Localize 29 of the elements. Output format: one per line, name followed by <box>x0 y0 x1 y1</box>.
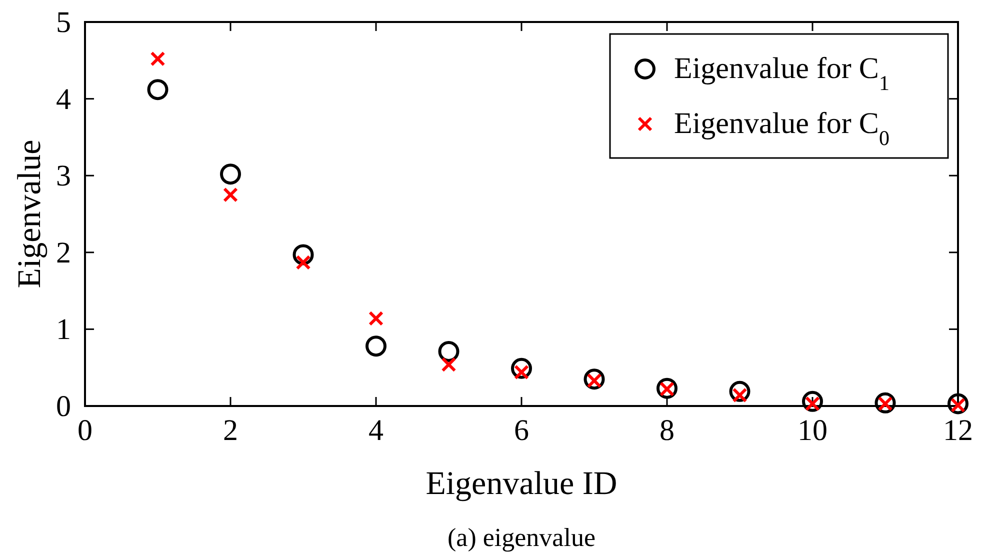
point <box>948 393 968 414</box>
y-tick-label: 4 <box>56 82 71 116</box>
point <box>368 310 384 326</box>
x-tick-label: 2 <box>223 414 238 447</box>
y-tick-label: 0 <box>56 390 71 423</box>
y-tick-label: 1 <box>56 313 71 346</box>
y-tick-label: 2 <box>56 236 71 270</box>
y-tick-label: 3 <box>56 160 71 193</box>
point <box>802 390 823 412</box>
x-tick-label: 6 <box>514 414 529 447</box>
point <box>150 51 166 66</box>
point <box>223 187 238 202</box>
x-tick-label: 12 <box>943 414 973 447</box>
point <box>874 392 896 414</box>
point <box>292 244 314 266</box>
y-axis-title: Eigenvalue <box>12 140 48 288</box>
point <box>441 357 456 372</box>
legend-label: Eigenvalue for C$_{0}$ <box>674 107 890 150</box>
x-tick-label: 8 <box>660 414 674 447</box>
x-tick-label: 4 <box>368 414 384 447</box>
y-tick-label: 5 <box>56 6 71 39</box>
point <box>220 164 241 185</box>
legend-label: Eigenvalue for C$_{1}$ <box>674 52 890 95</box>
point <box>366 336 386 357</box>
x-tick-label: 10 <box>798 414 828 447</box>
text: (a) eigenvalue <box>448 523 596 552</box>
x-axis-title: Eigenvalue ID <box>426 466 618 502</box>
x-tick-label: 0 <box>78 414 92 447</box>
point <box>147 79 168 100</box>
